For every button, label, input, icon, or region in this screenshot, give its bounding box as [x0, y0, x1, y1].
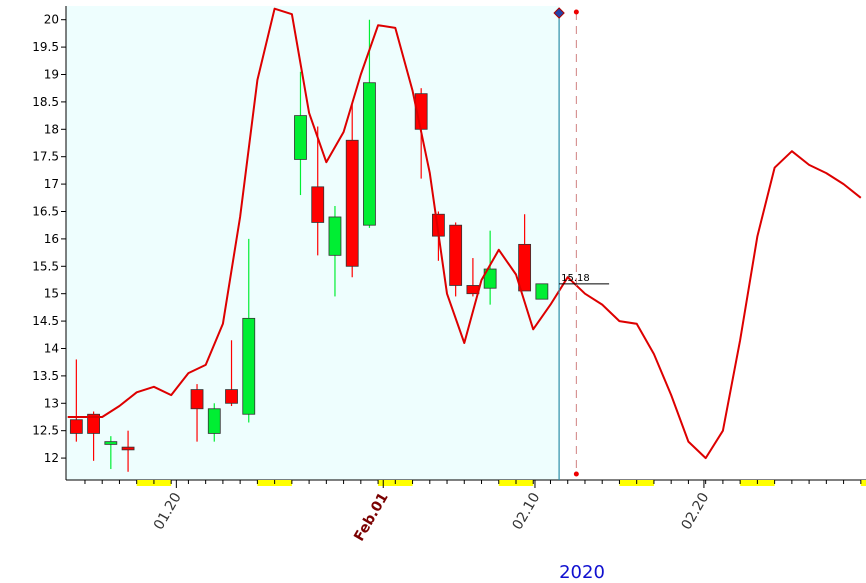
y-tick-label: 12.5	[32, 424, 59, 438]
forecast-marker-dot-top	[573, 9, 579, 15]
y-tick-label: 12	[44, 451, 59, 465]
y-tick-label: 19.5	[32, 40, 59, 54]
candles	[69, 19, 549, 472]
candle-body	[225, 389, 238, 404]
x-tick-label: 02.20	[678, 490, 712, 533]
y-tick-label: 18.5	[32, 95, 59, 109]
y-tick-label: 16.5	[32, 204, 59, 218]
x-axis: 01.20 Feb.01 02.10 02.20	[84, 480, 862, 544]
x-tick-label: 01.20	[151, 490, 185, 533]
candle-body	[518, 243, 532, 292]
candle-body	[242, 317, 256, 415]
candle-body	[311, 186, 325, 223]
candle-body	[345, 139, 359, 267]
y-tick-label: 15.5	[32, 259, 59, 273]
history-shade-rect	[66, 6, 560, 480]
y-tick-label: 18	[44, 122, 59, 136]
candle-body	[121, 446, 135, 451]
y-tick-label: 14	[44, 341, 59, 355]
candle-body	[87, 413, 100, 434]
candle-body	[483, 268, 497, 289]
y-tick-label: 16	[44, 232, 59, 246]
forecast-marker-dot-bottom	[573, 471, 579, 477]
y-tick-label: 15	[44, 287, 59, 301]
y-tick-label: 17	[44, 177, 59, 191]
y-tick-label: 19	[44, 67, 59, 81]
history-shading	[66, 6, 560, 480]
candle-body	[363, 82, 376, 226]
year-label: 2020	[559, 562, 605, 583]
forecast-line-path	[67, 7, 862, 460]
x-tick-label: 02.10	[510, 490, 544, 533]
y-tick-label: 20	[44, 13, 59, 27]
candle-body	[294, 115, 307, 160]
y-tick-label: 14.5	[32, 314, 59, 328]
y-tick-label: 13	[44, 396, 59, 410]
last-price-label: 15.18	[561, 273, 590, 284]
weekend-marker	[860, 480, 866, 486]
forecast-line	[67, 7, 862, 460]
weekend-markers	[136, 480, 866, 486]
x-tick-label: Feb.01	[351, 490, 392, 544]
plot-frame	[65, 6, 866, 481]
cursor-diamond-marker[interactable]	[553, 7, 565, 19]
candle-body	[104, 441, 118, 445]
y-tick-label: 13.5	[32, 369, 59, 383]
cursor-lines[interactable]	[553, 7, 610, 480]
candle-body	[535, 283, 549, 300]
y-axis: 12 12.5 13 13.5 14 14.5 15 15.5 16 16.5 17 17.5 18 18…	[32, 13, 66, 465]
candle-body	[69, 419, 83, 434]
candle-body	[328, 216, 342, 256]
candle-body	[207, 408, 221, 434]
y-tick-label: 17.5	[32, 150, 59, 164]
candle-body	[190, 389, 204, 410]
candle-body	[449, 224, 463, 286]
